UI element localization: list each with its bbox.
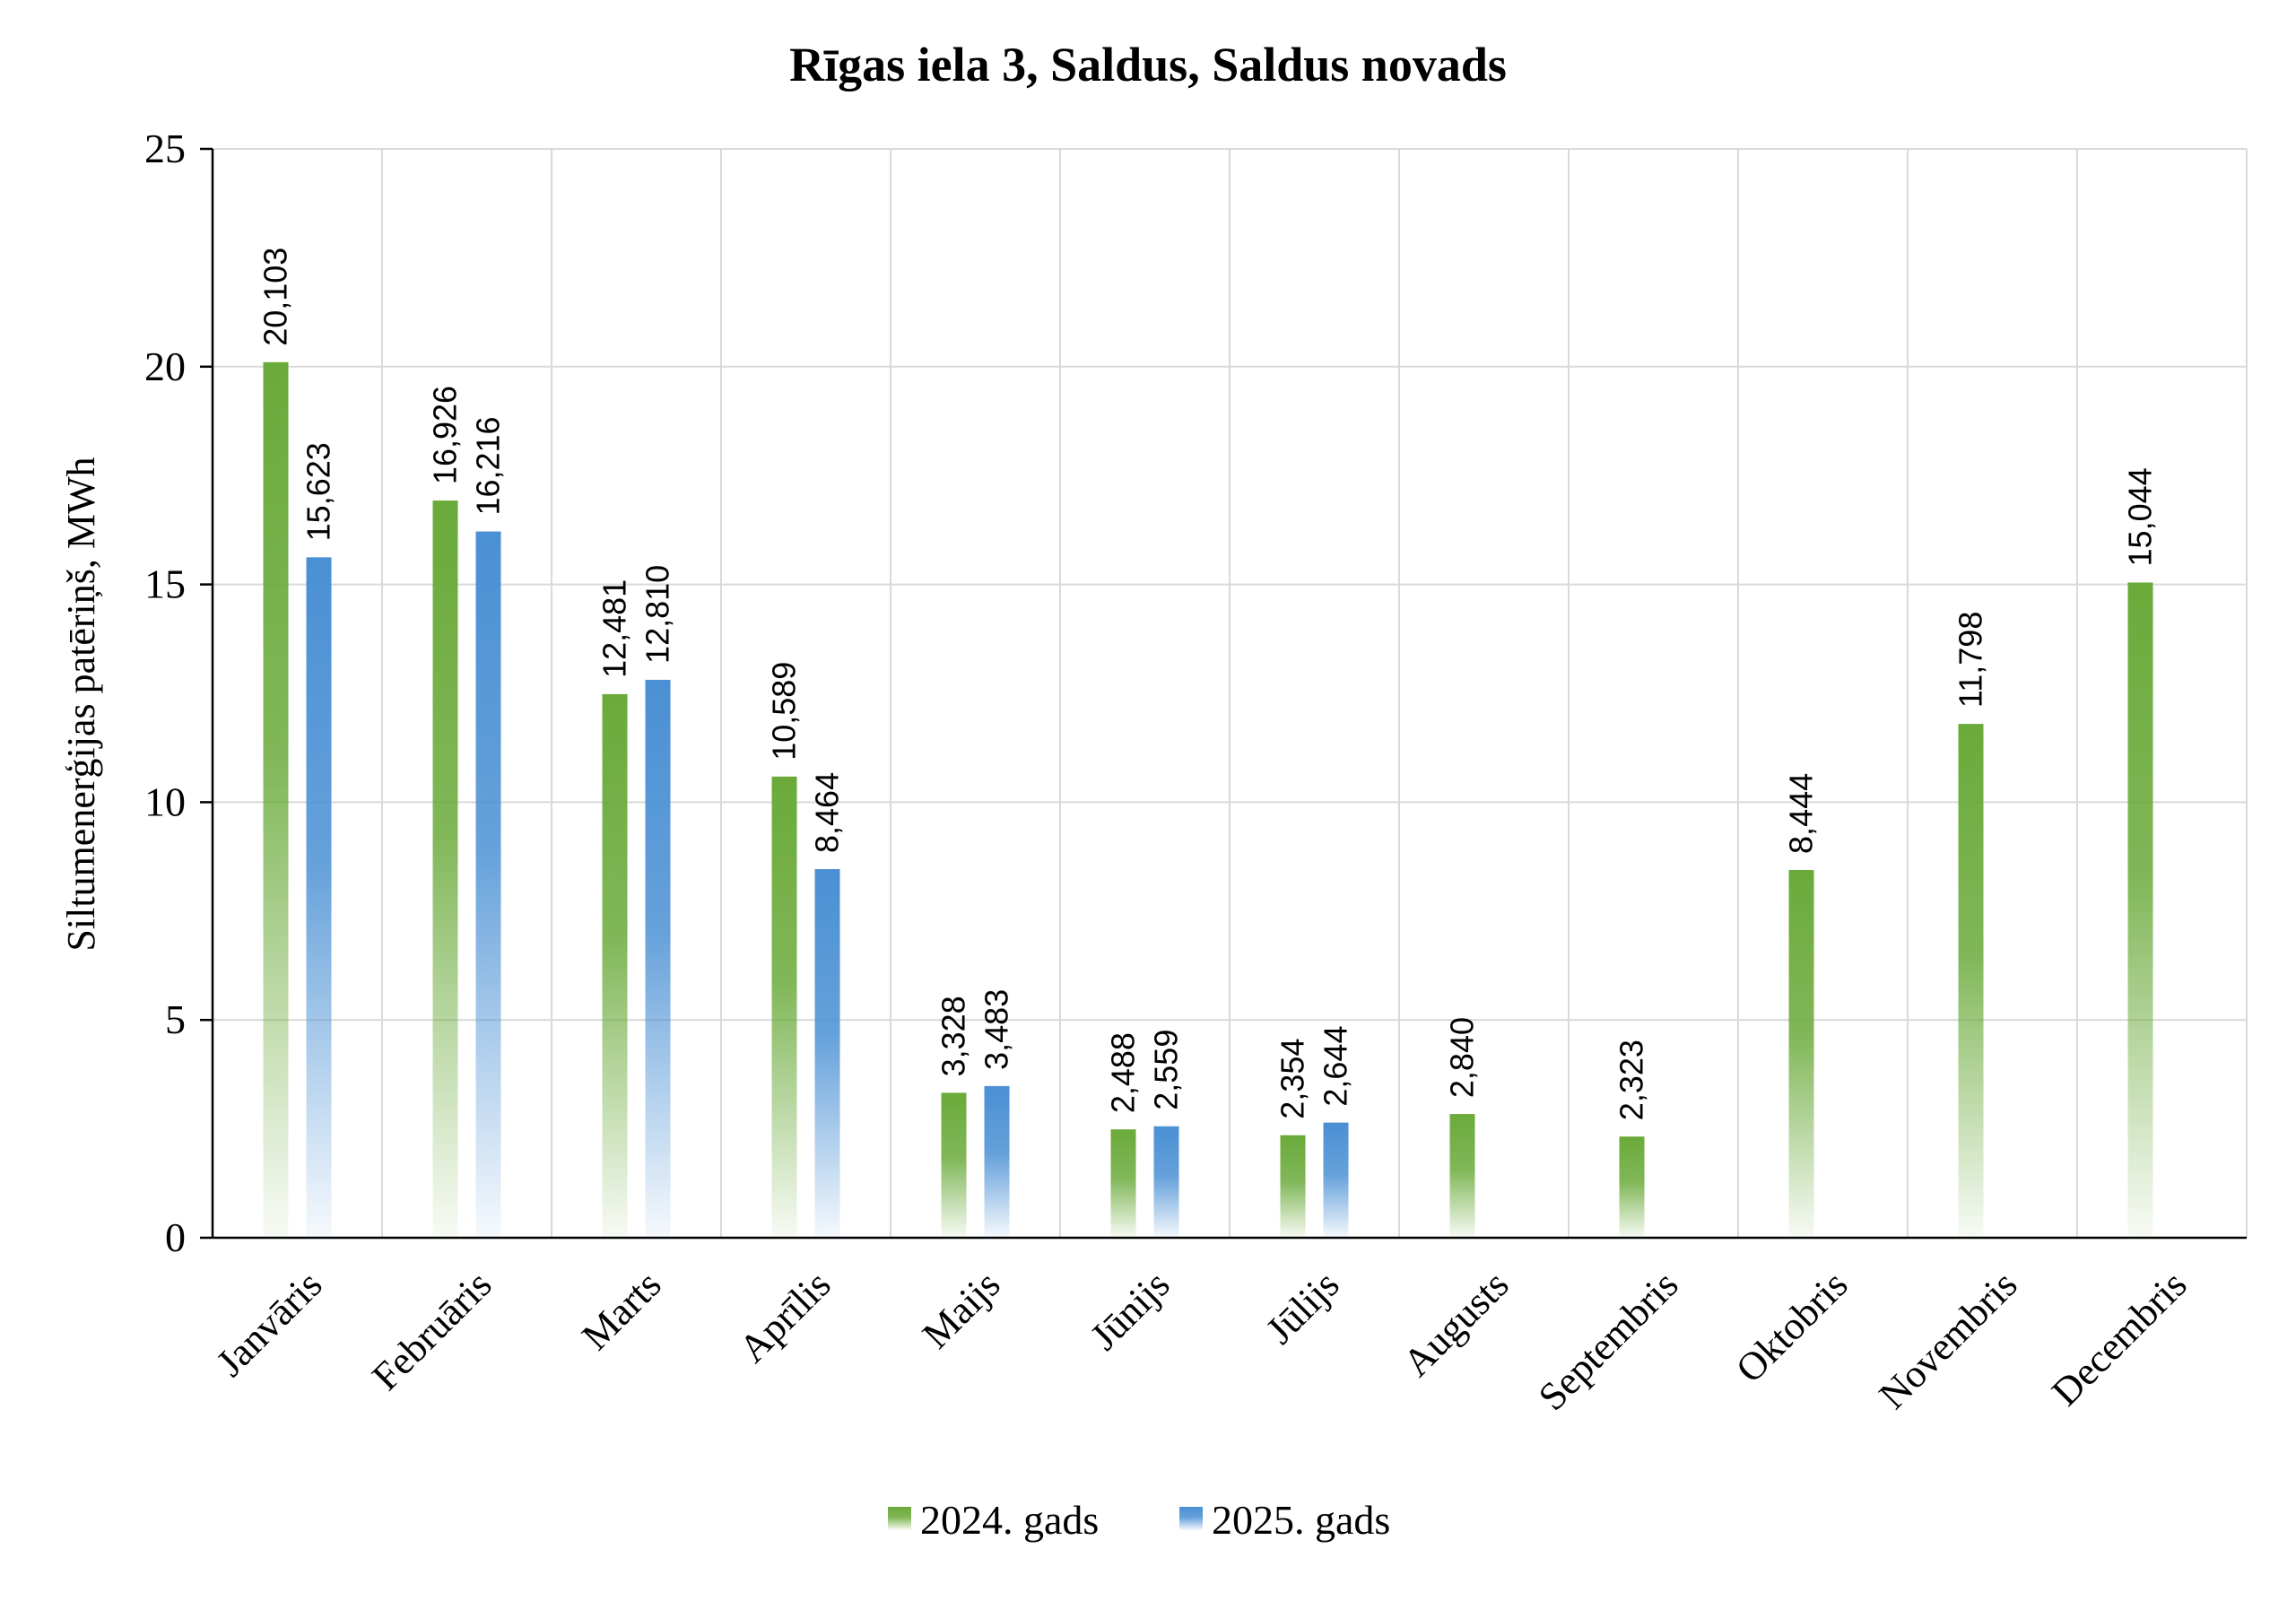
bar-2025 bbox=[1323, 1122, 1349, 1238]
legend-swatch bbox=[1179, 1507, 1203, 1530]
data-label: 20,103 bbox=[257, 248, 294, 346]
legend-label: 2024. gads bbox=[920, 1497, 1099, 1543]
data-label: 2,559 bbox=[1148, 1030, 1185, 1110]
data-label: 10,589 bbox=[766, 662, 803, 761]
bar-2025 bbox=[645, 679, 671, 1238]
data-label: 8,444 bbox=[1783, 773, 1820, 854]
data-label: 16,216 bbox=[470, 416, 507, 515]
bar-2025 bbox=[814, 868, 840, 1238]
y-tick-label: 5 bbox=[165, 996, 186, 1042]
bar-2024 bbox=[1110, 1129, 1136, 1238]
data-label: 12,810 bbox=[639, 565, 676, 664]
bar-2024 bbox=[1958, 724, 1984, 1238]
y-tick-label: 25 bbox=[144, 126, 186, 171]
data-label: 16,926 bbox=[427, 386, 464, 484]
bar-2025 bbox=[306, 557, 332, 1238]
bar-2024 bbox=[602, 693, 628, 1238]
data-label: 12,481 bbox=[596, 579, 633, 678]
data-labels: 20,103 15,623 16,926 16,216 12,481 12,810 10,5… bbox=[257, 248, 2159, 1121]
y-tick-label: 15 bbox=[144, 561, 186, 607]
data-label: 3,483 bbox=[978, 989, 1015, 1070]
y-axis-title: Siltumenerģijas patēriņš, MWh bbox=[59, 457, 103, 951]
bar-2025 bbox=[1153, 1126, 1179, 1238]
bars bbox=[263, 361, 2153, 1238]
chart-title: Rīgas iela 3, Saldus, Saldus novads bbox=[789, 38, 1507, 91]
data-label: 2,354 bbox=[1274, 1039, 1311, 1119]
bar-2024 bbox=[263, 361, 289, 1238]
data-label: 15,044 bbox=[2122, 467, 2159, 566]
legend-label: 2025. gads bbox=[1212, 1497, 1390, 1543]
bar-2025 bbox=[475, 531, 501, 1238]
grid-lines bbox=[213, 148, 2248, 1238]
data-label: 15,623 bbox=[300, 442, 337, 541]
data-label: 3,328 bbox=[935, 996, 972, 1076]
data-label: 11,798 bbox=[1952, 612, 1989, 708]
data-label: 2,644 bbox=[1318, 1026, 1354, 1107]
legend: 2024. gads 2025. gads bbox=[888, 1497, 1390, 1543]
data-label: 2,323 bbox=[1613, 1040, 1650, 1120]
y-tick-label: 10 bbox=[144, 779, 186, 824]
bar-2025 bbox=[984, 1085, 1010, 1238]
data-label: 8,464 bbox=[809, 772, 846, 853]
bar-2024 bbox=[771, 776, 797, 1238]
data-label: 2,840 bbox=[1444, 1017, 1481, 1098]
data-label: 2,488 bbox=[1105, 1032, 1142, 1113]
axes: 0 5 10 15 20 25 bbox=[144, 126, 2247, 1260]
bar-2024 bbox=[941, 1092, 967, 1238]
y-tick-label: 20 bbox=[144, 344, 186, 389]
bar-2024 bbox=[1449, 1114, 1475, 1238]
y-tick-label: 0 bbox=[165, 1214, 186, 1260]
bar-2024 bbox=[432, 500, 458, 1238]
bar-2024 bbox=[1619, 1136, 1645, 1238]
legend-swatch bbox=[888, 1507, 911, 1530]
bar-2024 bbox=[2127, 582, 2153, 1238]
bar-2024 bbox=[1788, 869, 1814, 1238]
bar-2024 bbox=[1280, 1135, 1306, 1238]
